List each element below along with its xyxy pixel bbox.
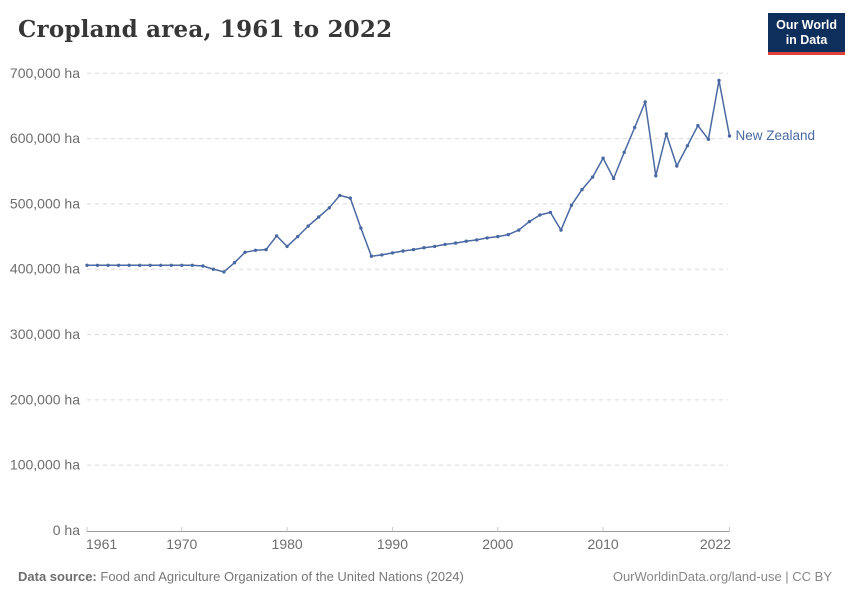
data-point[interactable]	[253, 248, 258, 252]
owid-logo-line1: Our World	[776, 18, 837, 32]
data-point[interactable]	[696, 123, 700, 128]
data-point[interactable]	[369, 254, 374, 258]
series-label[interactable]: New Zealand	[736, 128, 816, 143]
x-tick-label: 1970	[166, 536, 197, 552]
owid-logo-line2: in Data	[785, 33, 828, 47]
data-point[interactable]	[106, 263, 110, 267]
chart-line[interactable]	[87, 79, 731, 273]
data-point[interactable]	[190, 263, 194, 267]
data-point[interactable]	[401, 249, 405, 253]
data-point[interactable]	[432, 244, 437, 249]
data-point[interactable]	[727, 134, 732, 138]
data-source-note: Data source: Food and Agriculture Organi…	[18, 569, 464, 584]
y-tick-label: 500,000 ha	[10, 195, 80, 211]
data-point[interactable]	[138, 263, 142, 267]
y-tick-label: 300,000 ha	[10, 326, 80, 342]
x-tick-label: 1961	[86, 536, 117, 552]
data-point[interactable]	[169, 263, 173, 267]
data-point[interactable]	[464, 239, 468, 243]
data-point[interactable]	[569, 203, 574, 207]
data-point[interactable]	[643, 100, 647, 104]
data-point[interactable]	[517, 228, 521, 232]
data-point[interactable]	[422, 246, 426, 250]
data-point[interactable]	[338, 193, 342, 198]
x-tick-label: 2010	[588, 536, 619, 552]
x-tick-label: 2000	[482, 536, 513, 552]
data-point[interactable]	[264, 247, 268, 252]
chart-title: Cropland area, 1961 to 2022	[18, 16, 393, 43]
chart-footer: Data source: Food and Agriculture Organi…	[0, 558, 850, 600]
data-point[interactable]	[485, 236, 489, 240]
data-point[interactable]	[274, 234, 279, 238]
data-point[interactable]	[506, 232, 510, 237]
data-source-label: Data source:	[18, 569, 97, 584]
data-point[interactable]	[348, 196, 352, 200]
data-point[interactable]	[548, 210, 553, 215]
y-tick-label: 200,000 ha	[10, 391, 80, 407]
data-point[interactable]	[496, 234, 500, 239]
data-point[interactable]	[559, 228, 563, 232]
data-point[interactable]	[411, 247, 416, 252]
data-point[interactable]	[380, 253, 384, 257]
chart-svg: 0 ha 100,000 ha 200,000 ha 300,000 ha 400,00…	[10, 65, 816, 552]
data-point[interactable]	[538, 213, 542, 217]
data-point[interactable]	[116, 263, 121, 267]
owid-logo[interactable]: Our World in Data	[768, 13, 845, 55]
y-tick-label: 0 ha	[53, 522, 80, 538]
data-point[interactable]	[232, 261, 237, 265]
y-tick-label: 100,000 ha	[10, 457, 80, 473]
data-point[interactable]	[243, 250, 247, 254]
data-point[interactable]	[390, 251, 395, 255]
data-point[interactable]	[580, 187, 584, 192]
data-point[interactable]	[453, 241, 458, 245]
data-point[interactable]	[148, 263, 152, 267]
data-point[interactable]	[685, 144, 690, 148]
data-point[interactable]	[633, 125, 637, 130]
x-tick-label: 2022	[700, 536, 731, 552]
credit-link[interactable]: OurWorldinData.org/land-use | CC BY	[612, 569, 832, 584]
data-point[interactable]	[475, 238, 479, 242]
data-point[interactable]	[211, 267, 216, 271]
data-point[interactable]	[654, 174, 658, 178]
data-point[interactable]	[201, 264, 205, 268]
owid-logo-accent-bar	[768, 51, 845, 55]
data-point[interactable]	[127, 263, 131, 267]
data-point[interactable]	[285, 244, 289, 249]
data-point[interactable]	[85, 263, 89, 267]
data-source-text: Food and Agriculture Organization of the…	[100, 569, 464, 584]
data-point[interactable]	[664, 132, 668, 136]
data-point[interactable]	[717, 78, 721, 83]
y-tick-label: 600,000 ha	[10, 130, 80, 146]
data-point[interactable]	[180, 263, 184, 267]
data-point[interactable]	[159, 263, 163, 267]
data-point[interactable]	[601, 156, 605, 160]
data-point[interactable]	[443, 242, 447, 247]
data-point[interactable]	[222, 270, 226, 274]
x-tick-label: 1990	[377, 536, 408, 552]
x-tick-label: 1980	[272, 536, 303, 552]
data-point[interactable]	[622, 150, 626, 154]
data-point[interactable]	[306, 224, 310, 228]
data-point[interactable]	[590, 175, 595, 179]
data-point[interactable]	[95, 263, 100, 267]
data-point[interactable]	[675, 164, 679, 168]
data-point[interactable]	[296, 234, 300, 239]
data-point[interactable]	[317, 215, 321, 219]
data-point[interactable]	[706, 137, 711, 141]
y-tick-label: 700,000 ha	[10, 65, 80, 81]
data-point[interactable]	[327, 206, 331, 210]
data-point[interactable]	[359, 226, 363, 230]
y-tick-label: 400,000 ha	[10, 261, 80, 277]
data-point[interactable]	[611, 176, 616, 181]
data-point[interactable]	[527, 219, 532, 224]
